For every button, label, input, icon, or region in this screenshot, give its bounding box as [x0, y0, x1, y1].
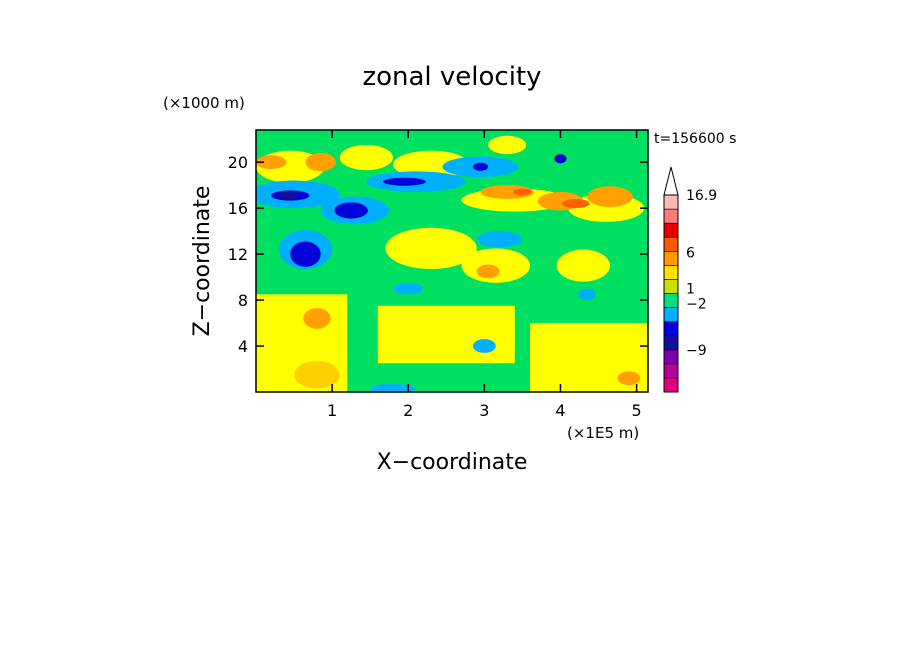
y-axis-label: Z−coordinate	[190, 186, 215, 337]
contour-region	[577, 288, 597, 301]
colorbar-segment	[663, 363, 679, 379]
contour-region	[561, 198, 590, 209]
x-scale-label: (×1E5 m)	[567, 424, 639, 442]
contour-region	[303, 308, 331, 329]
contour-region	[480, 185, 534, 199]
x-tick-label: 1	[327, 401, 337, 420]
colorbar-label: 6	[686, 246, 695, 262]
contour-region	[575, 346, 648, 392]
contour-region	[339, 144, 394, 171]
colorbar-segment	[663, 279, 679, 294]
contour-region	[290, 241, 321, 267]
colorbar-segment	[663, 265, 679, 280]
colorbar-label: 1	[686, 282, 695, 298]
colorbar-segment	[663, 349, 679, 365]
contour-region	[513, 188, 532, 196]
contour-region	[461, 248, 531, 283]
colorbar-label: −9	[686, 343, 707, 359]
contour-region	[617, 371, 641, 386]
x-tick-label: 5	[631, 401, 641, 420]
colorbar-label: −2	[686, 296, 707, 312]
colorbar-segment	[663, 377, 679, 393]
colorbar-segment	[663, 208, 679, 224]
colorbar-segment	[663, 321, 679, 337]
colorbar-segment	[663, 293, 679, 308]
colorbar-segment	[663, 222, 679, 238]
y-tick-label: 16	[228, 199, 248, 218]
contour-region	[383, 177, 426, 186]
x-tick-label: 2	[403, 401, 413, 420]
colorbar-segment	[663, 307, 679, 322]
colorbar-frame	[663, 194, 679, 393]
contour-region	[587, 186, 633, 207]
contour-region	[377, 305, 515, 364]
contour-region	[476, 231, 523, 248]
y-tick-label: 4	[238, 337, 248, 356]
contour-regions	[256, 135, 648, 392]
colorbar-segment	[663, 335, 679, 351]
contour-region	[370, 383, 416, 392]
x-tick-label: 3	[479, 401, 489, 420]
plot-area	[256, 130, 648, 392]
colorbar-segment	[663, 236, 679, 252]
colorbar-label: 16.9	[686, 188, 717, 204]
contour-region	[256, 155, 287, 170]
colorbar: 16.9 6 1−2 −9	[663, 166, 717, 393]
time-label: t=156600 s	[654, 131, 736, 147]
x-tick-label: 4	[555, 401, 565, 420]
y-axis-ticks: 4 8 12 16 20	[228, 153, 648, 356]
contour-region	[305, 152, 336, 172]
contour-region	[393, 282, 424, 295]
y-tick-label: 20	[228, 153, 248, 172]
contour-region	[476, 264, 500, 279]
colorbar-max-arrow	[663, 166, 679, 196]
y-tick-label: 12	[228, 245, 248, 264]
contour-region	[294, 360, 340, 389]
colorbar-segment	[663, 194, 679, 210]
x-axis-ticks: 1 2 3 4 5	[327, 130, 642, 420]
y-tick-label: 8	[238, 291, 248, 310]
contour-region	[488, 135, 527, 155]
contour-region	[554, 154, 567, 164]
contour-region	[385, 227, 477, 270]
chart-title: zonal velocity	[362, 62, 541, 92]
contour-region	[556, 249, 610, 282]
contour-region	[334, 202, 368, 219]
colorbar-segment	[663, 250, 679, 266]
contour-region	[276, 192, 300, 199]
y-scale-label: (×1000 m)	[163, 94, 245, 112]
contour-region	[472, 162, 489, 171]
contour-region	[472, 339, 496, 353]
x-axis-label: X−coordinate	[377, 450, 528, 475]
plot-frame	[255, 129, 649, 393]
